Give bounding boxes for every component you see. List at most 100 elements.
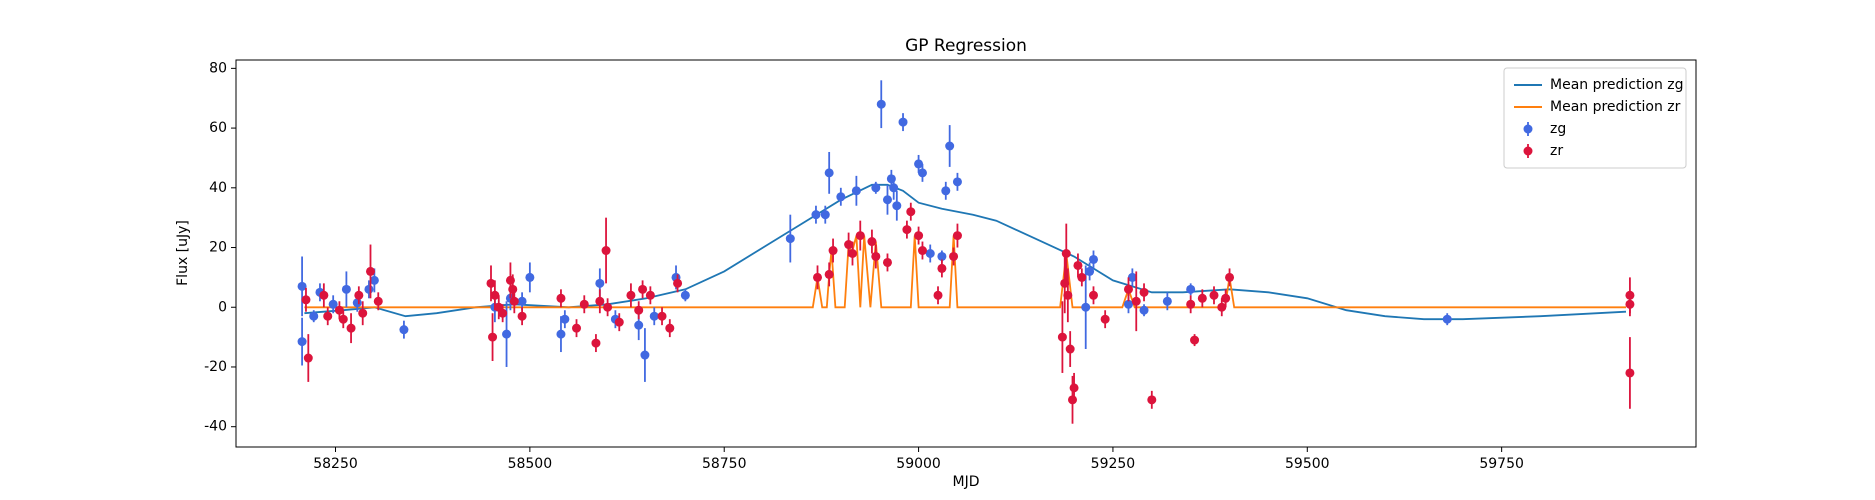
data-point (1186, 299, 1196, 309)
legend-swatch (1523, 124, 1533, 134)
data-point (1127, 272, 1137, 282)
data-point (364, 284, 374, 294)
data-point (486, 278, 496, 288)
data-point (1063, 290, 1073, 300)
y-tick-label: 80 (209, 60, 227, 76)
data-point (876, 99, 886, 109)
data-point (1225, 272, 1235, 282)
data-point (1221, 293, 1231, 303)
data-point (297, 281, 307, 291)
data-point (847, 249, 857, 258)
data-point (925, 249, 935, 258)
data-point (1068, 395, 1078, 405)
data-point (867, 237, 877, 247)
data-point (560, 314, 570, 324)
x-tick-label: 59250 (1091, 456, 1136, 472)
data-point (488, 332, 498, 342)
data-point (319, 290, 329, 300)
data-point (937, 263, 947, 273)
data-point (1077, 272, 1087, 282)
legend-swatch (1523, 146, 1533, 156)
data-point (579, 299, 589, 309)
data-point (1061, 249, 1071, 258)
y-tick-label: 0 (218, 299, 227, 315)
plot-frame (235, 59, 1697, 448)
data-point (657, 311, 667, 321)
data-point (673, 278, 683, 288)
data-point (309, 311, 319, 321)
data-point (933, 290, 943, 300)
data-point (680, 290, 690, 300)
x-axis-label: MJD (953, 474, 980, 490)
data-point (1088, 254, 1098, 264)
data-point (1625, 299, 1635, 309)
data-point (902, 225, 912, 235)
data-point (811, 210, 821, 220)
data-point (373, 296, 383, 306)
data-point (649, 311, 659, 321)
data-point (556, 293, 566, 303)
data-point (871, 251, 881, 261)
data-point (509, 296, 519, 306)
data-point (1065, 344, 1075, 354)
data-point (556, 329, 566, 339)
data-point (645, 290, 655, 300)
y-tick-label: 40 (209, 180, 227, 196)
data-point (354, 290, 364, 300)
data-point (369, 275, 379, 285)
data-point (490, 290, 500, 300)
data-point (517, 311, 527, 321)
data-point (365, 266, 375, 276)
data-point (1139, 305, 1149, 315)
data-point (836, 192, 846, 202)
x-tick-label: 59500 (1285, 456, 1330, 472)
data-point (1131, 296, 1141, 306)
y-axis-label: Flux [uJy] (175, 220, 191, 286)
data-point (614, 317, 624, 327)
data-point (824, 269, 834, 279)
data-point (640, 350, 650, 360)
data-point (871, 183, 881, 193)
data-point (828, 246, 838, 256)
data-point (1100, 314, 1110, 324)
data-point (1442, 314, 1452, 324)
data-point (638, 284, 648, 294)
data-point (328, 299, 338, 309)
data-point (1190, 335, 1200, 345)
data-point (517, 296, 527, 306)
data-point (634, 305, 644, 315)
data-point (303, 353, 313, 363)
y-tick-label: 20 (209, 240, 227, 256)
data-point (914, 159, 924, 169)
y-tick-label: -20 (204, 359, 227, 375)
legend-box (1503, 67, 1687, 169)
x-tick-label: 58500 (508, 456, 553, 472)
legend-label: zr (1550, 143, 1563, 159)
legend-label: Mean prediction zg (1550, 77, 1684, 93)
data-point (338, 314, 348, 324)
data-point (824, 168, 834, 178)
data-point (1123, 284, 1133, 294)
mean-line (304, 183, 1627, 321)
data-point (341, 284, 351, 294)
data-point (949, 251, 959, 261)
data-point (1197, 293, 1207, 303)
data-point (334, 305, 344, 315)
data-point (1209, 290, 1219, 300)
data-point (301, 295, 311, 305)
y-tick-label: -40 (204, 419, 227, 435)
data-point (346, 323, 356, 333)
data-point (502, 329, 512, 339)
data-point (1123, 299, 1133, 309)
data-point (882, 257, 892, 267)
chart-title: GP Regression (905, 36, 1027, 56)
data-point (952, 177, 962, 187)
data-point (892, 201, 902, 211)
data-point (1069, 383, 1079, 393)
data-point (323, 311, 333, 321)
data-point (1217, 302, 1227, 312)
legend-label: Mean prediction zr (1550, 99, 1681, 115)
data-point (665, 323, 675, 333)
data-point (1186, 284, 1196, 294)
